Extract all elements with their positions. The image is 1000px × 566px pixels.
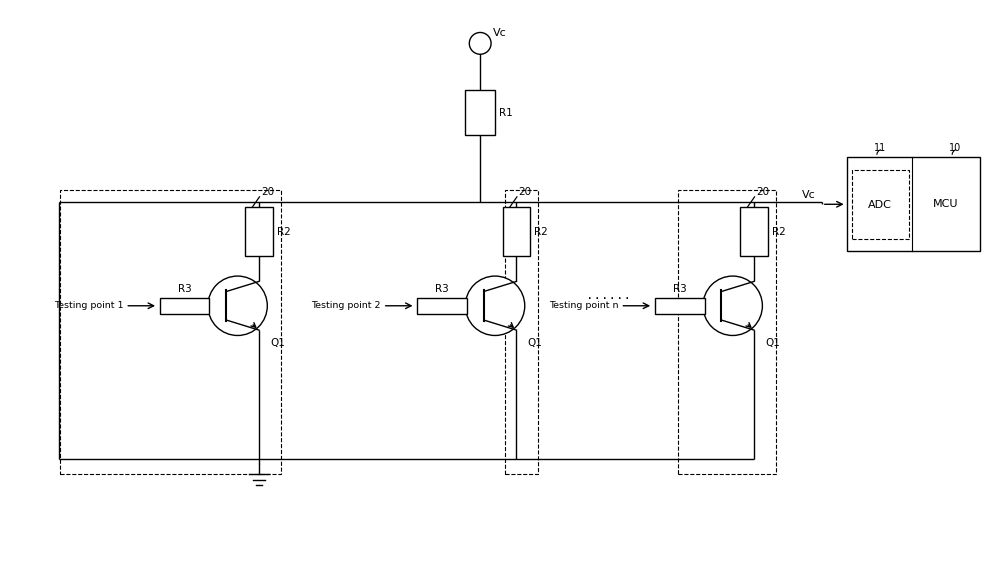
- Bar: [740, 207, 768, 256]
- Text: 20: 20: [518, 187, 532, 197]
- Text: R2: R2: [277, 226, 291, 237]
- Text: Testing point 2: Testing point 2: [311, 301, 381, 310]
- Bar: [245, 207, 273, 256]
- Text: Q1: Q1: [270, 338, 285, 349]
- Circle shape: [208, 276, 267, 336]
- Text: Testing point n: Testing point n: [549, 301, 618, 310]
- Text: 10: 10: [949, 143, 962, 153]
- Circle shape: [465, 276, 525, 336]
- Text: 20: 20: [261, 187, 274, 197]
- Circle shape: [703, 276, 762, 336]
- Text: R2: R2: [772, 226, 786, 237]
- Bar: [847, 157, 980, 251]
- Circle shape: [469, 32, 491, 54]
- Text: Q1: Q1: [765, 338, 780, 349]
- Bar: [655, 298, 705, 314]
- Bar: [465, 91, 495, 135]
- Text: ......: ......: [586, 289, 631, 302]
- Text: MCU: MCU: [933, 199, 959, 209]
- Text: R3: R3: [178, 284, 192, 294]
- Text: Vc: Vc: [802, 190, 816, 200]
- Text: Q1: Q1: [528, 338, 543, 349]
- Text: 20: 20: [756, 187, 769, 197]
- Bar: [160, 298, 209, 314]
- Text: ADC: ADC: [868, 200, 892, 210]
- Text: R3: R3: [673, 284, 687, 294]
- Text: Vc: Vc: [493, 28, 507, 38]
- Bar: [678, 190, 776, 474]
- Text: Testing point 1: Testing point 1: [54, 301, 123, 310]
- Text: R2: R2: [534, 226, 548, 237]
- Bar: [60, 190, 281, 474]
- Text: R3: R3: [435, 284, 449, 294]
- Bar: [505, 190, 538, 474]
- Bar: [852, 170, 909, 239]
- Text: R1: R1: [499, 108, 513, 118]
- Bar: [503, 207, 530, 256]
- Bar: [417, 298, 467, 314]
- Text: 11: 11: [874, 143, 886, 153]
